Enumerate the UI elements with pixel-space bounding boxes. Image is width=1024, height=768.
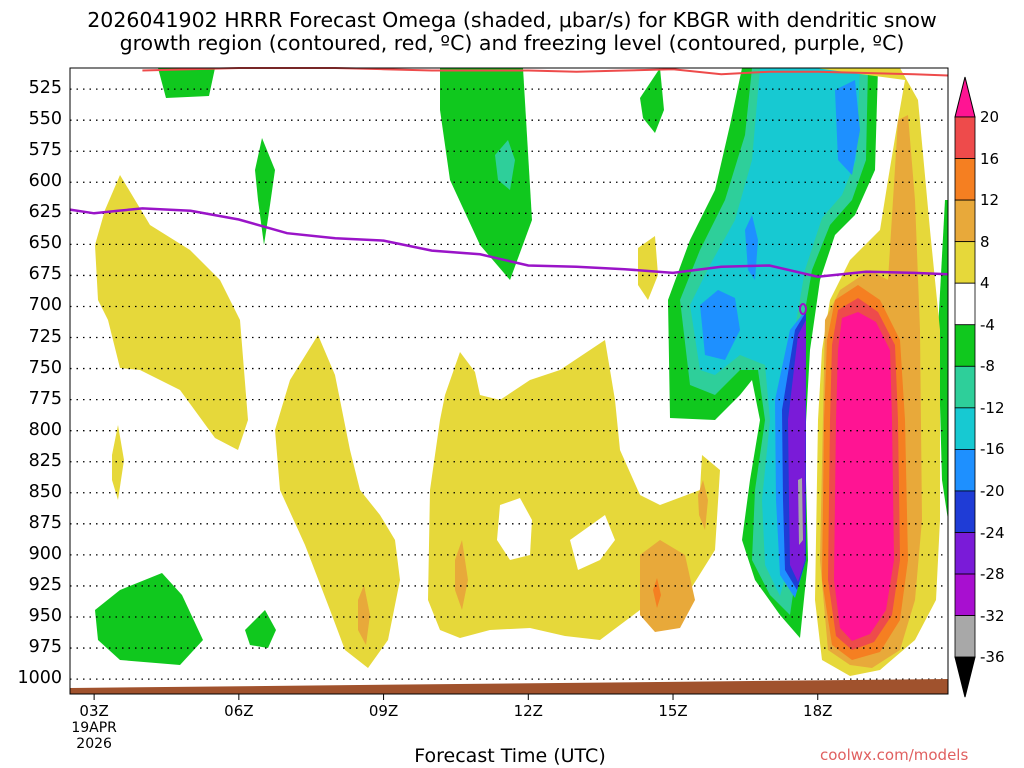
- colorbar-tick-label: -20: [980, 481, 1005, 500]
- omega-region-yellow-left: [95, 175, 248, 450]
- y-tick-label: 550: [28, 109, 62, 130]
- omega-region-green-small-peak: [255, 138, 275, 245]
- colorbar-tick-label: -4: [980, 315, 995, 334]
- omega-region-green-tall-mid: [440, 68, 532, 280]
- y-tick-label: 950: [28, 605, 62, 626]
- y-tick-label: 775: [28, 388, 62, 409]
- omega-region-blue: [700, 290, 740, 360]
- x-tick-label: 15Z: [658, 702, 688, 720]
- colorbar-tick-label: 4: [980, 274, 990, 293]
- omega-shading: [95, 68, 948, 676]
- y-tick-label: 625: [28, 202, 62, 223]
- chart-title-line-1: 2026041902 HRRR Forecast Omega (shaded, …: [87, 8, 937, 32]
- y-tick-label: 750: [28, 357, 62, 378]
- colorbar-tick-label: 12: [980, 191, 1000, 210]
- colorbar-swatch: [954, 241, 976, 284]
- omega-region-orange-center: [640, 540, 695, 632]
- x-tick-label: 03Z: [79, 702, 109, 720]
- y-tick-label: 875: [28, 512, 62, 533]
- colorbar-tick-label: -8: [980, 357, 995, 376]
- omega-region-blue-thin: [745, 215, 758, 280]
- x-tick-label: 18Z: [803, 702, 833, 720]
- colorbar-swatch: [954, 199, 976, 243]
- freezing-level-marker: [799, 303, 807, 315]
- colorbar-tick-label: -32: [980, 606, 1005, 625]
- colorbar-tick-label: -36: [980, 648, 1005, 667]
- colorbar-swatch: [954, 324, 976, 367]
- omega-region-green-bottom-left: [95, 573, 203, 665]
- colorbar-swatch: [954, 365, 976, 409]
- chart-title-line-2: growth region (contoured, red, ºC) and f…: [119, 31, 905, 55]
- credit-link[interactable]: coolwx.com/models: [820, 746, 969, 764]
- freezing-level-contour: [69, 207, 949, 278]
- y-tick-label: 1000: [17, 668, 62, 689]
- omega-region-aqua-spot: [495, 140, 515, 190]
- omega-region-magenta: [834, 312, 894, 641]
- colorbar-tick-label: 8: [980, 232, 990, 251]
- omega-region-yellow-right-small: [638, 236, 658, 300]
- x-tick-year-label: 2026: [76, 736, 112, 752]
- y-tick-label: 575: [28, 140, 62, 161]
- x-tick-date-label: 19APR: [71, 720, 117, 736]
- omega-region-gray: [798, 478, 803, 545]
- plot-frame: [69, 67, 949, 695]
- x-tick-label: 12Z: [513, 702, 543, 720]
- x-tick-label: 09Z: [368, 702, 399, 720]
- colorbar-tick-label: -16: [980, 440, 1005, 459]
- y-tick-label: 900: [28, 543, 62, 564]
- colorbar-tick-label: -24: [980, 523, 1005, 542]
- omega-region-yellow-left-small: [112, 425, 124, 500]
- y-tick-label: 925: [28, 574, 62, 595]
- y-tick-label: 800: [28, 419, 62, 440]
- colorbar-swatch-bottom: [954, 656, 976, 698]
- y-tick-label: 725: [28, 326, 62, 347]
- colorbar-swatch: [954, 615, 976, 658]
- colorbar-swatch: [954, 490, 976, 533]
- omega-region-green-top-left: [158, 68, 215, 98]
- colorbar-swatch: [954, 158, 976, 201]
- omega-region-yellow-mid: [275, 335, 400, 668]
- colorbar-swatch: [954, 532, 976, 575]
- y-tick-label: 700: [28, 295, 62, 316]
- omega-region-orange-small-1: [455, 540, 468, 610]
- omega-region-green-bottom-small: [245, 610, 276, 648]
- omega-region-white-hole: [497, 498, 532, 560]
- colorbar: [954, 76, 976, 698]
- x-axis-label: Forecast Time (UTC): [414, 745, 606, 767]
- omega-region-blue-upper: [835, 80, 860, 175]
- colorbar-swatch: [954, 448, 976, 492]
- x-tick-label: 06Z: [224, 702, 254, 720]
- omega-region-green-right-top: [640, 68, 664, 133]
- colorbar-tick-label: 16: [980, 149, 1000, 168]
- omega-region-orange-small-2: [358, 585, 370, 645]
- y-tick-label: 675: [28, 264, 62, 285]
- colorbar-tick-label: -28: [980, 565, 1005, 584]
- colorbar-swatch: [954, 116, 976, 159]
- omega-region-cyan: [690, 68, 860, 596]
- y-tick-label: 850: [28, 481, 62, 502]
- grid: [70, 88, 948, 700]
- colorbar-tick-label: 20: [980, 108, 1000, 126]
- colorbar-swatch: [954, 282, 976, 326]
- omega-region-white-hole-2: [570, 515, 615, 570]
- ground-surface: [70, 679, 948, 694]
- colorbar-swatch: [954, 573, 976, 616]
- y-tick-label: 525: [28, 78, 62, 99]
- colorbar-swatch: [954, 407, 976, 450]
- colorbar-swatch-top: [954, 76, 976, 118]
- omega-region-green-right-edge: [938, 200, 948, 520]
- colorbar-tick-label: -12: [980, 398, 1005, 417]
- y-tick-label: 825: [28, 450, 62, 471]
- y-tick-label: 600: [28, 171, 62, 192]
- y-tick-label: 975: [28, 637, 62, 658]
- y-tick-label: 650: [28, 233, 62, 254]
